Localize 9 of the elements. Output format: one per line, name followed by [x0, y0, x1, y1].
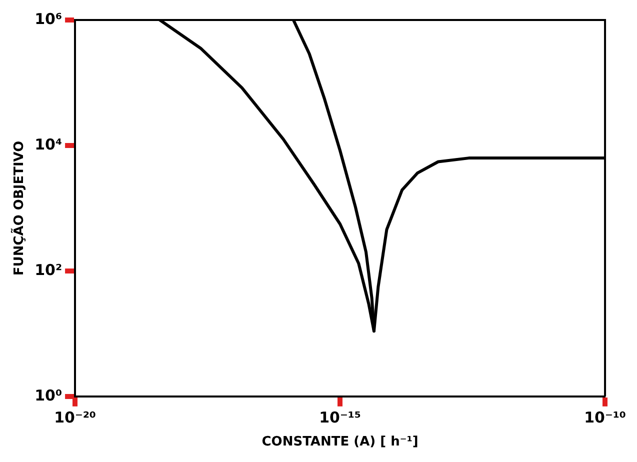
x-axis-title: CONSTANTE (A) [ h⁻¹] — [262, 434, 418, 450]
y-tick-label: 10⁶ — [34, 10, 62, 28]
x-tick-label: 10⁻¹⁰ — [584, 408, 626, 426]
y-tick-label: 10⁰ — [34, 386, 62, 404]
y-axis-title: FUNÇÃO OBJETIVO — [10, 140, 28, 276]
x-tick-label: 10⁻²⁰ — [54, 408, 96, 426]
y-tick-label: 10² — [34, 260, 62, 279]
y-tick-label: 10⁴ — [34, 135, 62, 154]
x-tick-label: 10⁻¹⁵ — [319, 408, 362, 426]
